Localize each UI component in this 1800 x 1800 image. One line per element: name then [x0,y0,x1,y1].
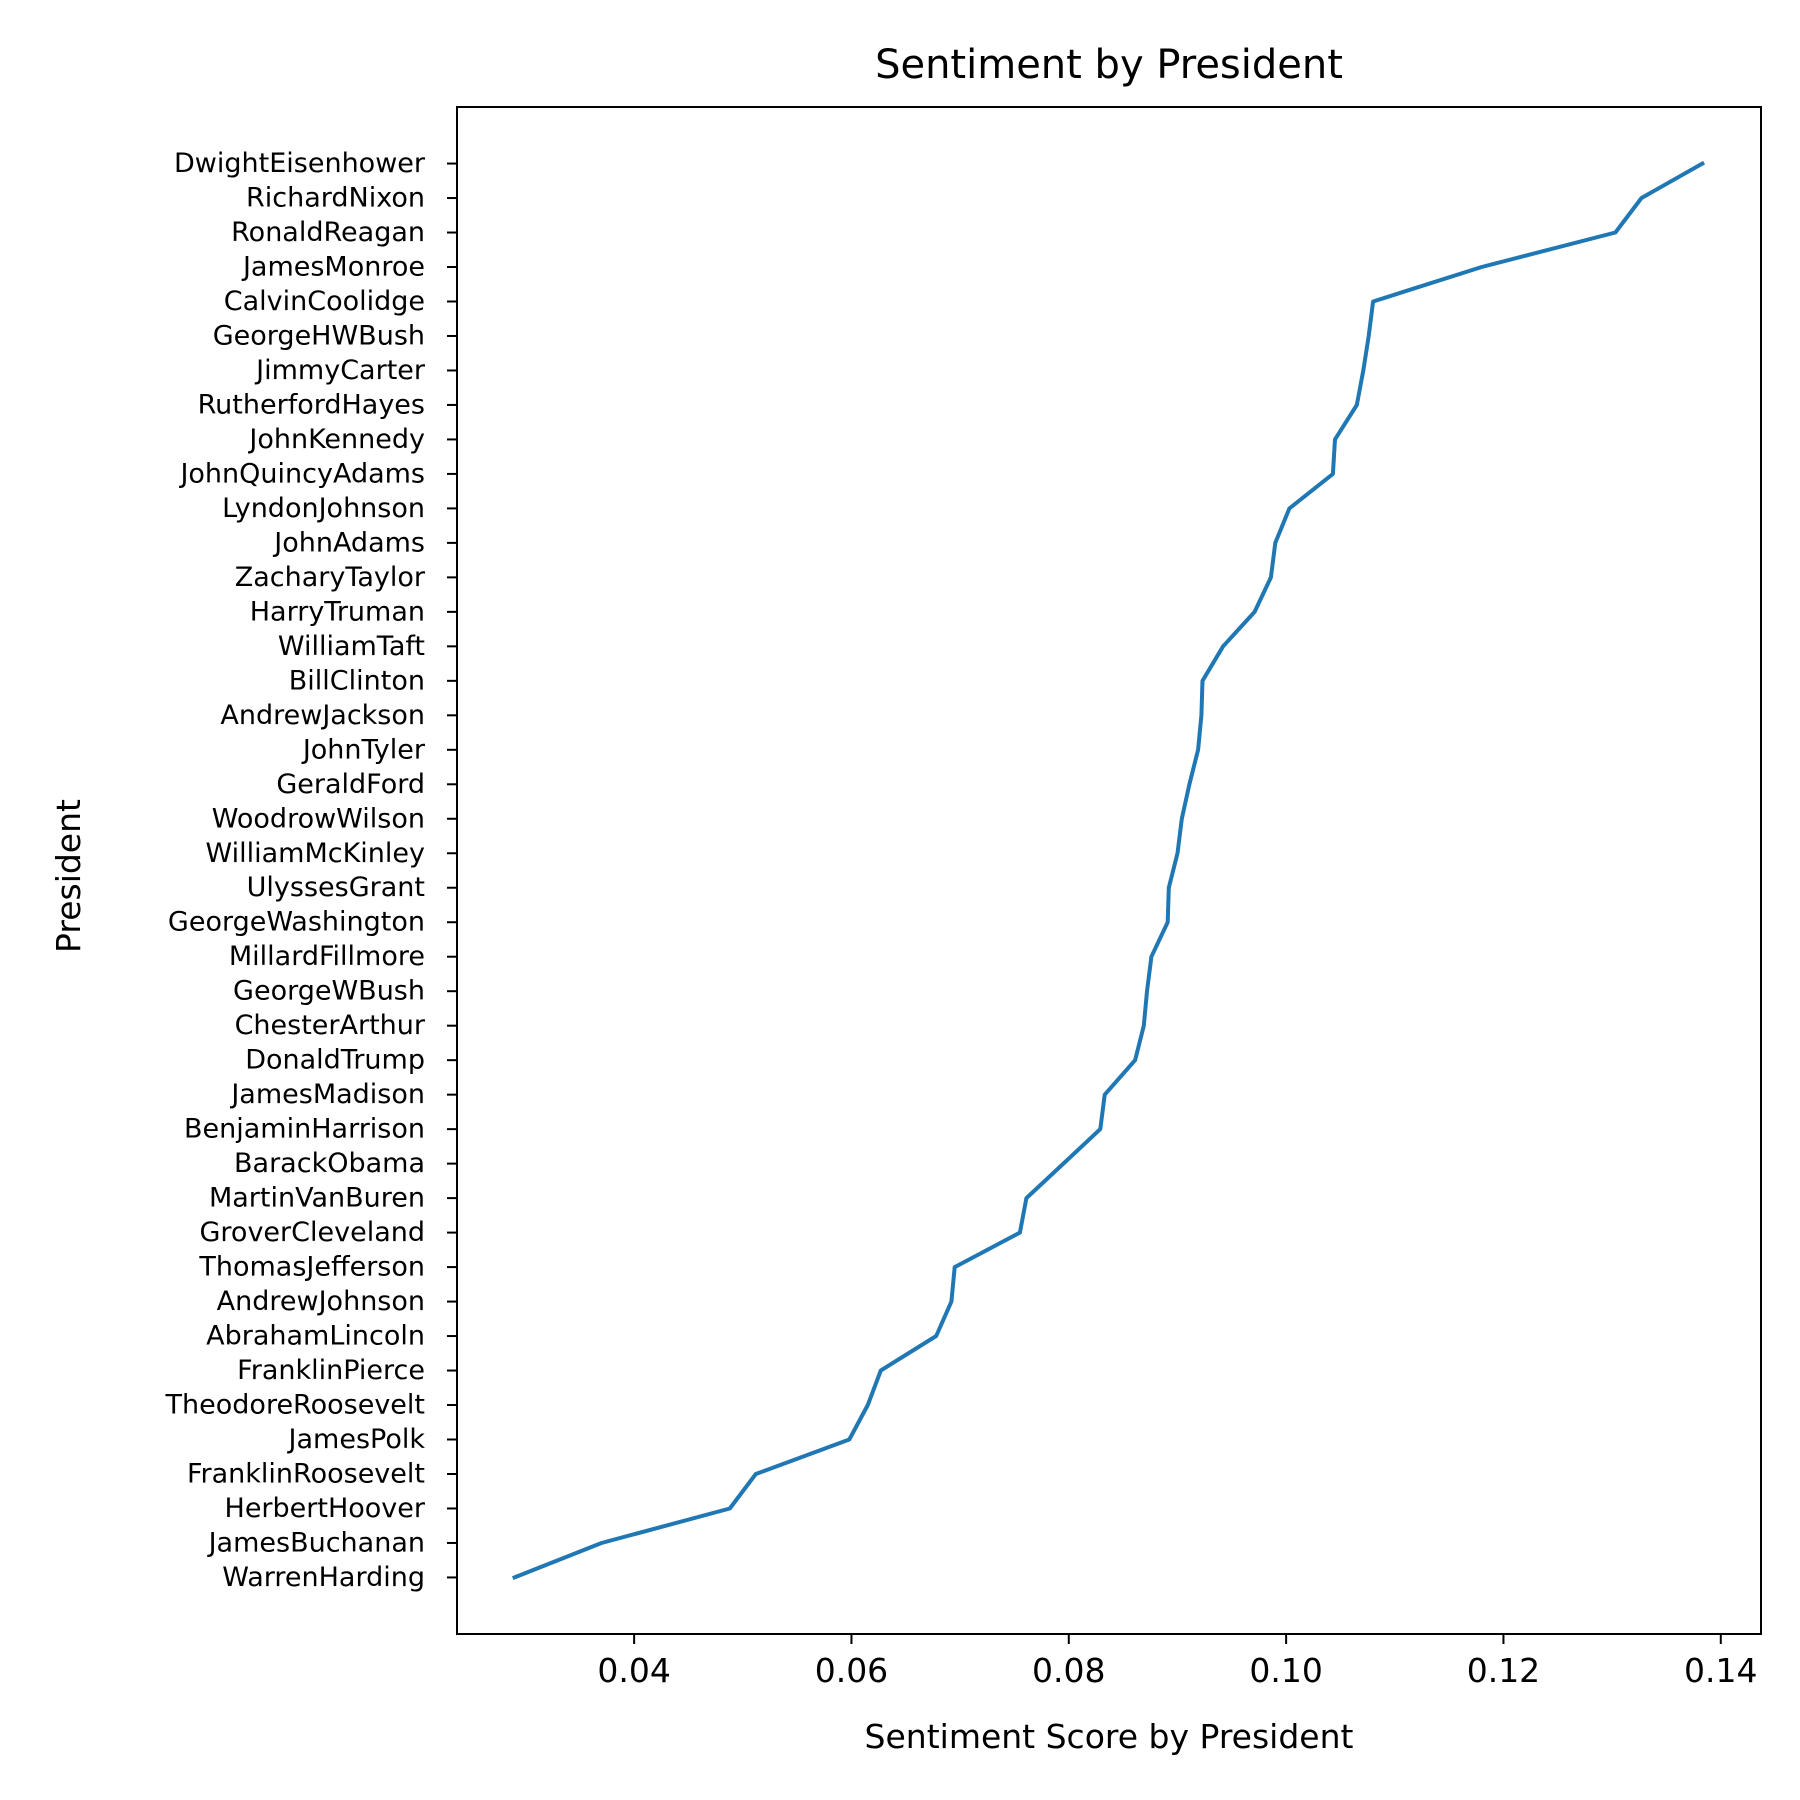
chart-marks: 0.04 0.06 0.08 0.10 0.12 0.14 WarrenHarding Jam… [165,106,1762,1690]
y-tick-label: RutherfordHayes [198,389,425,420]
y-tick-label: GeorgeWashington [168,907,425,938]
y-tick-label: ThomasJefferson [198,1252,425,1283]
plot-frame [456,106,1762,1635]
y-tick-label: TheodoreRoosevelt [165,1390,425,1421]
y-tick-label: GeorgeHWBush [213,320,425,351]
y-tick-label: DonaldTrump [245,1045,425,1076]
y-tick-label: MartinVanBuren [209,1183,425,1214]
x-tick-label: 0.12 [1467,1651,1540,1690]
x-tick-label: 0.14 [1684,1651,1757,1690]
y-tick-label: BenjaminHarrison [184,1114,425,1145]
y-tick-label: JohnQuincyAdams [178,458,425,489]
x-tick-label: 0.10 [1249,1651,1322,1690]
y-tick-label: JamesPolk [287,1424,426,1455]
y-tick-label: DwightEisenhower [174,148,426,179]
y-tick-label: CalvinCoolidge [224,286,425,317]
y-tick-label: BillClinton [289,665,425,696]
y-tick-label: AbrahamLincoln [206,1321,425,1352]
y-tick-label: JamesMonroe [241,252,425,283]
x-tick-label: 0.06 [815,1651,888,1690]
chart-title: Sentiment by President [875,42,1343,88]
y-tick-label: WoodrowWilson [212,803,425,834]
y-tick-label: WilliamTaft [278,631,425,662]
y-tick-label: UlyssesGrant [247,872,425,903]
y-tick-label: FranklinPierce [237,1355,425,1386]
y-tick-label: GeraldFord [276,769,425,800]
y-tick-label: AndrewJackson [220,700,425,731]
y-tick-label: RonaldReagan [231,217,425,248]
y-tick-label: ChesterArthur [235,1010,426,1041]
y-tick-label: JamesBuchanan [207,1527,425,1558]
y-tick-label: ZacharyTaylor [235,562,426,593]
y-tick-label: GroverCleveland [200,1217,426,1248]
y-tick-label: LyndonJohnson [222,493,425,524]
y-axis-label: President [49,799,88,953]
y-tick-label: AndrewJohnson [217,1286,425,1317]
y-tick-label: JohnKennedy [247,424,425,455]
y-tick-label: HarryTruman [250,596,425,627]
x-tick-label: 0.04 [597,1651,670,1690]
y-tick-label: MillardFillmore [229,941,425,972]
y-tick-label: WilliamMcKinley [205,838,425,869]
y-tick-label: GeorgeWBush [233,976,425,1007]
y-tick-label: WarrenHarding [222,1562,425,1593]
y-tick-label: JohnAdams [272,527,425,558]
y-tick-label: JohnTyler [301,734,426,765]
y-tick-label: JamesMadison [229,1079,425,1110]
y-tick-label: JimmyCarter [254,355,426,386]
x-axis-label: Sentiment Score by President [865,1717,1354,1756]
y-tick-label: BarackObama [234,1148,425,1179]
x-tick-label: 0.08 [1032,1651,1105,1690]
y-tick-label: HerbertHoover [225,1493,426,1524]
y-tick-label: FranklinRoosevelt [187,1458,425,1489]
y-tick-label: RichardNixon [246,183,425,214]
series-line [512,160,1706,1580]
